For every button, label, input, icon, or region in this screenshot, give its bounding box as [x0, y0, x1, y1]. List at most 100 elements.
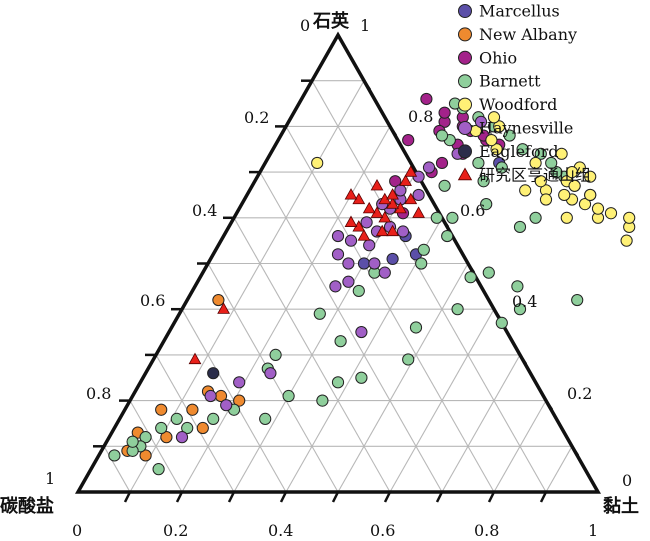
data-point — [155, 421, 168, 435]
grid-line — [389, 308, 495, 493]
data-point — [170, 412, 183, 425]
tick-mark — [539, 491, 548, 503]
data-point — [438, 179, 451, 192]
tick-mark — [518, 354, 528, 365]
data-point — [217, 302, 230, 314]
legend-marker — [458, 27, 472, 42]
data-point — [181, 421, 194, 435]
data-point — [529, 156, 542, 170]
data-point — [212, 293, 225, 307]
data-point — [108, 449, 121, 462]
data-point — [534, 175, 547, 188]
data-point — [313, 307, 326, 320]
grid-line — [129, 400, 183, 493]
data-point — [396, 225, 410, 238]
tick-mark — [331, 491, 340, 503]
data-point — [560, 211, 573, 224]
tick-label-right-0.8: 0.8 — [408, 107, 433, 126]
data-point — [282, 389, 295, 403]
data-point — [516, 143, 529, 156]
data-point — [513, 303, 527, 316]
tick-label-left-0.6: 0.6 — [140, 291, 165, 310]
data-point — [139, 431, 152, 444]
tick-label-right-0.4: 0.4 — [512, 292, 537, 311]
data-point — [370, 178, 384, 191]
data-point — [160, 431, 173, 444]
data-point — [435, 129, 449, 142]
tick-label-bottom-0: 0 — [72, 521, 82, 540]
data-point — [412, 188, 425, 202]
data-point — [430, 211, 443, 224]
data-point — [155, 403, 168, 416]
data-point — [186, 403, 199, 416]
data-point — [485, 134, 498, 147]
tick-label-left-0.8: 0.8 — [86, 384, 111, 403]
data-point — [375, 224, 389, 237]
tick-label-right-0: 0 — [622, 471, 632, 490]
data-point — [482, 266, 495, 279]
data-point — [438, 106, 451, 119]
data-point — [422, 161, 436, 174]
data-point — [591, 202, 605, 215]
tick-mark — [362, 80, 372, 91]
data-point — [378, 266, 391, 279]
data-point — [415, 257, 428, 270]
data-point — [360, 216, 373, 229]
data-point — [584, 188, 597, 202]
tick-labels-right: 0.8 0.6 0.4 0.2 0 — [408, 107, 632, 490]
data-point — [487, 111, 501, 124]
data-point — [207, 412, 220, 425]
data-point — [316, 394, 329, 407]
data-point — [578, 197, 592, 211]
grid-line — [337, 263, 469, 493]
legend-label: Woodford — [479, 95, 557, 114]
data-point — [259, 412, 272, 425]
legend-marker — [458, 97, 472, 112]
tick-mark — [227, 491, 236, 503]
grid-line — [311, 80, 547, 493]
tick-label-bottom-0.6: 0.6 — [370, 521, 395, 540]
grid-line — [155, 354, 235, 493]
legend: Marcellus New Albany Ohio Barnett Woodford Ha… — [457, 2, 591, 184]
tick-label-bottom-0.4: 0.4 — [268, 521, 293, 540]
tick-label-top-1: 1 — [360, 16, 370, 35]
data-point — [264, 367, 277, 380]
tick-label-top-0: 0 — [300, 16, 310, 35]
data-point — [399, 174, 412, 186]
tick-label-right-0.6: 0.6 — [460, 201, 485, 220]
legend-label: Haynesville — [479, 119, 573, 138]
data-point — [474, 115, 488, 128]
legend-marker — [458, 50, 472, 65]
tick-mark — [388, 125, 398, 137]
data-point — [555, 147, 568, 160]
data-point — [152, 463, 165, 476]
tick-mark — [487, 491, 496, 503]
data-point — [568, 179, 581, 192]
tick-mark — [466, 262, 476, 274]
data-point — [472, 156, 485, 170]
data-point — [417, 243, 430, 256]
tick-label-left-0.4: 0.4 — [192, 201, 217, 220]
data-point — [352, 284, 365, 298]
data-point — [269, 348, 282, 361]
data-point — [464, 271, 477, 284]
data-point — [620, 234, 633, 247]
legend-label: Marcellus — [479, 2, 560, 21]
data-point — [357, 257, 371, 270]
tick-label-bottom-0.8: 0.8 — [474, 521, 499, 540]
data-point — [558, 188, 571, 202]
data-point — [550, 166, 563, 179]
data-point — [529, 211, 542, 224]
legend-marker — [457, 167, 473, 181]
data-point — [446, 211, 459, 224]
tick-label-left-1: 1 — [45, 469, 55, 488]
data-point — [331, 229, 345, 243]
data-point — [311, 156, 324, 170]
legend-marker — [458, 4, 472, 18]
data-point — [477, 175, 490, 188]
data-point — [513, 220, 527, 234]
legend-marker — [458, 144, 472, 159]
data-point — [386, 188, 399, 200]
data-point — [362, 201, 376, 214]
data-point — [451, 303, 464, 316]
